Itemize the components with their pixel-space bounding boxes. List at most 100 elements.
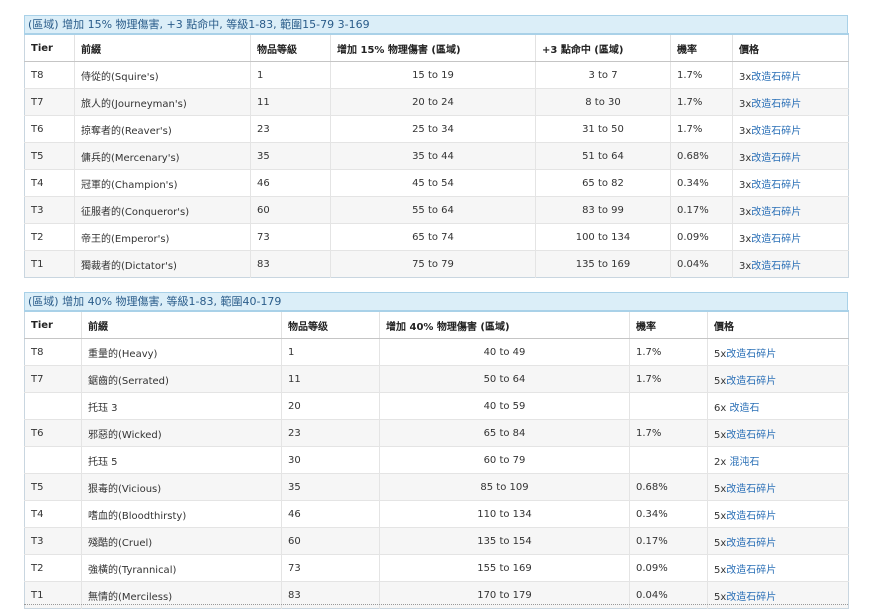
- col-header-accuracy[interactable]: +3 點命中 (區域): [535, 34, 671, 62]
- accuracy-cell: 83 to 99: [535, 196, 671, 224]
- currency-link[interactable]: 改造石碎片: [726, 375, 777, 387]
- price-quantity: 3x: [739, 260, 752, 272]
- col-header-prefix[interactable]: 前綴: [74, 34, 251, 62]
- price-quantity: 5x: [714, 564, 727, 576]
- price-cell: 3x改造石碎片: [732, 223, 849, 251]
- price-cell: 5x改造石碎片: [707, 419, 849, 447]
- col-header-chance[interactable]: 機率: [670, 34, 733, 62]
- prefix-name-cell: 獨裁者的(Dictator's): [74, 250, 251, 278]
- chance-cell: 0.17%: [670, 196, 733, 224]
- tier-cell: T2: [24, 223, 75, 251]
- prefix-name-cell: 冠軍的(Champion's): [74, 169, 251, 197]
- tier-cell: T5: [24, 473, 82, 501]
- phys-damage-cell: 85 to 109: [379, 473, 630, 501]
- prefix-name-cell: 托珏 3: [81, 392, 282, 420]
- col-header-tier[interactable]: Tier: [24, 311, 82, 339]
- currency-link[interactable]: 改造石碎片: [751, 179, 802, 191]
- currency-link[interactable]: 改造石碎片: [726, 510, 777, 522]
- table-row: T3 征服者的(Conqueror's) 60 55 to 64 83 to 99 0.1…: [24, 196, 849, 224]
- table-row: T5 傭兵的(Mercenary's) 35 35 to 44 51 to 64 0.68…: [24, 142, 849, 170]
- chance-cell: 1.7%: [670, 88, 733, 116]
- prefix-name-cell: 掠奪者的(Reaver's): [74, 115, 251, 143]
- chance-cell: 0.68%: [629, 473, 708, 501]
- phys-damage-cell: 50 to 64: [379, 365, 630, 393]
- prefix-name-cell: 侍從的(Squire's): [74, 61, 251, 89]
- chance-cell: 0.34%: [670, 169, 733, 197]
- prefix-name-cell: 殘酷的(Cruel): [81, 527, 282, 555]
- price-cell: 3x改造石碎片: [732, 196, 849, 224]
- table-row: 托珏 5 30 60 to 79 2x 混沌石: [24, 446, 849, 474]
- section-title: (區域) 增加 15% 物理傷害, +3 點命中, 等級1-83, 範圍15-7…: [24, 15, 848, 33]
- table-row: T6 掠奪者的(Reaver's) 23 25 to 34 31 to 50 1.7% 3x…: [24, 115, 849, 143]
- phys-damage-cell: 35 to 44: [330, 142, 536, 170]
- price-quantity: 5x: [714, 375, 727, 387]
- chance-cell: 1.7%: [629, 365, 708, 393]
- currency-link[interactable]: 改造石: [729, 402, 760, 414]
- price-cell: 5x改造石碎片: [707, 365, 849, 393]
- currency-link[interactable]: 改造石碎片: [726, 429, 777, 441]
- table-row: T7 鋸齒的(Serrated) 11 50 to 64 1.7% 5x改造石碎片: [24, 365, 849, 393]
- prefix-name-cell: 帝王的(Emperor's): [74, 223, 251, 251]
- col-header-tier[interactable]: Tier: [24, 34, 75, 62]
- item-level-cell: 20: [281, 392, 380, 420]
- currency-link[interactable]: 改造石碎片: [751, 98, 802, 110]
- col-header-prefix[interactable]: 前綴: [81, 311, 282, 339]
- item-level-cell: 73: [281, 554, 380, 582]
- currency-link[interactable]: 改造石碎片: [726, 564, 777, 576]
- prefix-name-cell: 重量的(Heavy): [81, 338, 282, 366]
- currency-link[interactable]: 改造石碎片: [751, 152, 802, 164]
- phys-damage-cell: 75 to 79: [330, 250, 536, 278]
- accuracy-cell: 100 to 134: [535, 223, 671, 251]
- phys-damage-cell: 25 to 34: [330, 115, 536, 143]
- col-header-price[interactable]: 價格: [707, 311, 849, 339]
- col-header-phys-damage[interactable]: 增加 15% 物理傷害 (區域): [330, 34, 536, 62]
- chance-cell: [629, 392, 708, 420]
- prefix-name-cell: 托珏 5: [81, 446, 282, 474]
- price-quantity: 3x: [739, 206, 752, 218]
- col-header-phys-damage[interactable]: 增加 40% 物理傷害 (區域): [379, 311, 630, 339]
- currency-link[interactable]: 改造石碎片: [726, 483, 777, 495]
- prefix-name-cell: 鋸齒的(Serrated): [81, 365, 282, 393]
- currency-link[interactable]: 改造石碎片: [751, 71, 802, 83]
- chance-cell: 1.7%: [629, 338, 708, 366]
- currency-link[interactable]: 改造石碎片: [726, 591, 777, 603]
- tier-cell: [24, 392, 82, 420]
- item-level-cell: 60: [281, 527, 380, 555]
- phys-damage-cell: 60 to 79: [379, 446, 630, 474]
- accuracy-cell: 31 to 50: [535, 115, 671, 143]
- currency-link[interactable]: 改造石碎片: [751, 206, 802, 218]
- price-quantity: 5x: [714, 429, 727, 441]
- phys-damage-cell: 55 to 64: [330, 196, 536, 224]
- currency-link[interactable]: 改造石碎片: [726, 537, 777, 549]
- section-physical-damage: (區域) 增加 40% 物理傷害, 等級1-83, 範圍40-179 Tier …: [24, 292, 849, 609]
- chance-cell: 0.04%: [670, 250, 733, 278]
- prefix-name-cell: 旅人的(Journeyman's): [74, 88, 251, 116]
- chance-cell: 0.09%: [629, 554, 708, 582]
- table-row: T2 帝王的(Emperor's) 73 65 to 74 100 to 134 0.09…: [24, 223, 849, 251]
- chance-cell: 1.7%: [670, 115, 733, 143]
- price-quantity: 5x: [714, 537, 727, 549]
- col-header-price[interactable]: 價格: [732, 34, 849, 62]
- price-cell: 5x改造石碎片: [707, 500, 849, 528]
- item-level-cell: 35: [281, 473, 380, 501]
- currency-link[interactable]: 改造石碎片: [751, 260, 802, 272]
- item-level-cell: 46: [250, 169, 331, 197]
- item-level-cell: 11: [250, 88, 331, 116]
- currency-link[interactable]: 改造石碎片: [751, 125, 802, 137]
- col-header-item-level[interactable]: 物品等級: [250, 34, 331, 62]
- col-header-item-level[interactable]: 物品等级: [281, 311, 380, 339]
- price-cell: 3x改造石碎片: [732, 115, 849, 143]
- col-header-chance[interactable]: 機率: [629, 311, 708, 339]
- chance-cell: 0.17%: [629, 527, 708, 555]
- currency-link[interactable]: 改造石碎片: [726, 348, 777, 360]
- phys-damage-cell: 40 to 59: [379, 392, 630, 420]
- currency-link[interactable]: 混沌石: [729, 456, 760, 468]
- table-header-row: Tier 前綴 物品等級 增加 15% 物理傷害 (區域) +3 點命中 (區域…: [24, 34, 849, 62]
- price-cell: 3x改造石碎片: [732, 169, 849, 197]
- item-level-cell: 23: [281, 419, 380, 447]
- item-level-cell: 23: [250, 115, 331, 143]
- affix-table: Tier 前綴 物品等級 增加 15% 物理傷害 (區域) +3 點命中 (區域…: [24, 33, 849, 278]
- phys-damage-cell: 40 to 49: [379, 338, 630, 366]
- currency-link[interactable]: 改造石碎片: [751, 233, 802, 245]
- tier-cell: T2: [24, 554, 82, 582]
